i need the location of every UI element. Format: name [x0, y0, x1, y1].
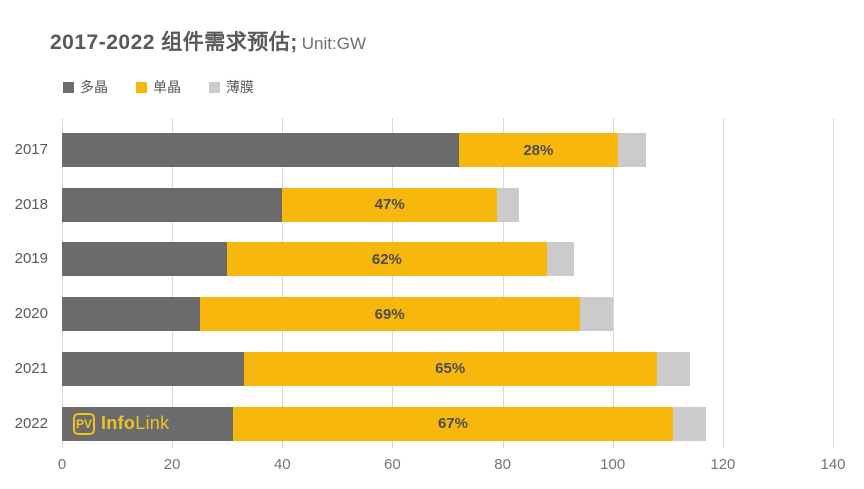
legend-swatch-icon: [63, 81, 74, 93]
bar-segment-单晶: 67%: [232, 406, 674, 441]
pv-badge-icon: PV: [73, 412, 95, 435]
bar-segment-多晶: [62, 351, 244, 386]
stacked-bar-2021: 65%: [62, 351, 690, 386]
bar-row-2020: 2020 69%: [0, 297, 864, 332]
stacked-bar-2017: 28%: [62, 133, 646, 167]
legend-item-多晶: 多晶: [63, 77, 108, 97]
chart: 2017 28% 2018 47% 2019 62% 2020 69% 2021 65% 2022 P…: [0, 118, 864, 448]
category-label: 2017: [14, 141, 48, 158]
bar-segment-薄膜: [546, 242, 575, 277]
category-label: 2018: [14, 195, 48, 213]
stacked-bar-2018: 47%: [62, 187, 520, 222]
gridline-100: [612, 118, 614, 448]
gridline-140: [833, 118, 834, 448]
bar-segment-单晶: 69%: [199, 297, 580, 332]
category-label: 2019: [14, 250, 48, 268]
x-tick-80: 80: [494, 456, 511, 473]
x-tick-100: 100: [600, 456, 626, 473]
x-tick-20: 20: [163, 456, 181, 473]
bar-segment-薄膜: [618, 133, 646, 167]
x-tick-40: 40: [273, 456, 291, 473]
infolink-logo: PV InfoLink: [73, 412, 169, 435]
category-label: 2022: [14, 414, 48, 432]
plot-area: [62, 118, 834, 448]
bar-segment-薄膜: [673, 406, 707, 441]
legend-label: 多晶: [80, 79, 108, 95]
bar-segment-薄膜: [656, 351, 690, 386]
mono-share-label: 62%: [371, 250, 402, 268]
x-tick-120: 120: [710, 456, 736, 473]
category-label: 2020: [14, 305, 48, 323]
gridline-120: [722, 118, 724, 448]
bar-row-2022: 2022 PV InfoLink 67%: [0, 406, 864, 441]
gridline-80: [502, 118, 504, 448]
legend-label: 单晶: [153, 79, 181, 95]
stacked-bar-2019: 62%: [62, 242, 575, 277]
category-label: 2021: [14, 359, 48, 377]
stacked-bar-2020: 69%: [62, 297, 613, 332]
legend-item-单晶: 单晶: [136, 77, 181, 97]
gridline-20: [172, 118, 174, 448]
legend: 多晶 单晶 薄膜: [63, 77, 254, 97]
bar-segment-多晶: [62, 133, 459, 167]
bar-row-2021: 2021 65%: [0, 351, 864, 386]
mono-share-label: 65%: [435, 360, 466, 378]
gridline-0: [62, 118, 63, 448]
bar-segment-薄膜: [497, 187, 520, 222]
mono-share-label: 28%: [523, 141, 554, 159]
bar-row-2018: 2018 47%: [0, 187, 864, 222]
logo-text-bold: Info: [101, 413, 136, 433]
bar-segment-薄膜: [579, 297, 613, 332]
legend-label: 薄膜: [226, 79, 254, 95]
bar-segment-多晶: [62, 297, 200, 332]
bar-segment-单晶: 47%: [282, 187, 498, 222]
legend-swatch-icon: [136, 81, 147, 93]
legend-item-薄膜: 薄膜: [209, 77, 254, 97]
mono-share-label: 47%: [374, 196, 405, 214]
bar-segment-单晶: 28%: [458, 133, 619, 167]
gridline-60: [392, 118, 394, 448]
bar-segment-多晶: PV InfoLink: [62, 406, 233, 441]
stacked-bar-2022: PV InfoLink 67%: [62, 406, 707, 441]
x-axis: 0 20 40 60 80 100 120 140: [58, 448, 846, 478]
bar-segment-多晶: [62, 187, 283, 222]
x-tick-60: 60: [384, 456, 401, 473]
bar-row-2017: 2017 28%: [0, 133, 864, 167]
bar-row-2019: 2019 62%: [0, 242, 864, 277]
chart-header: 2017-2022 组件需求预估; Unit:GW: [50, 26, 366, 56]
infolink-logo-text: InfoLink: [101, 413, 169, 434]
gridline-40: [282, 118, 284, 448]
chart-title-unit: Unit:GW: [301, 34, 366, 53]
mono-share-label: 67%: [437, 415, 468, 432]
chart-title: 2017-2022 组件需求预估;: [50, 31, 298, 54]
mono-share-label: 69%: [374, 305, 405, 323]
x-tick-140: 140: [820, 456, 846, 473]
bar-segment-单晶: 65%: [243, 351, 657, 386]
x-tick-0: 0: [57, 456, 67, 473]
logo-text-regular: Link: [135, 413, 170, 433]
legend-swatch-icon: [209, 81, 220, 93]
bar-segment-多晶: [62, 242, 228, 277]
bar-segment-单晶: 62%: [227, 242, 547, 277]
